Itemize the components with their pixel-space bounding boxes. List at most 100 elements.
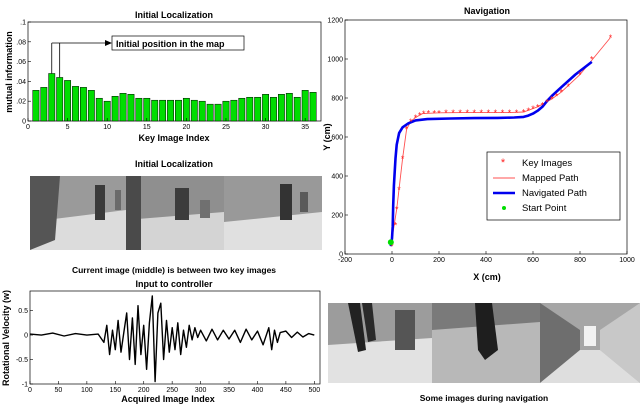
navigation-chart: Navigation ******* * * * * * * * * * * * * * * * * * * * * * *… bbox=[322, 6, 635, 282]
bar-30 bbox=[262, 94, 269, 122]
key-image-marker: * bbox=[590, 55, 594, 65]
bar-13 bbox=[127, 94, 135, 122]
y-tick-label: 0.5 bbox=[18, 308, 28, 315]
controller-ylabel: Rotational Velocity (w) bbox=[1, 290, 11, 386]
y-tick-label: 0 bbox=[22, 119, 26, 126]
navigation-chart-title: Navigation bbox=[464, 6, 510, 16]
bar-22 bbox=[198, 100, 206, 122]
key-image-marker: * bbox=[527, 106, 531, 116]
legend-key-images-label: Key Images bbox=[522, 158, 572, 169]
bar-16 bbox=[151, 99, 159, 122]
controller-plot-area bbox=[29, 290, 321, 385]
navigated-path-line bbox=[389, 60, 593, 247]
bar-9 bbox=[95, 97, 103, 122]
legend-navigated-label: Navigated Path bbox=[522, 188, 587, 199]
y-tick-label: 1200 bbox=[327, 18, 343, 25]
nav-image-1 bbox=[328, 303, 432, 383]
navigation-xlabel: X (cm) bbox=[473, 272, 501, 282]
bar-4 bbox=[56, 77, 64, 122]
x-tick-label: 30 bbox=[262, 124, 270, 131]
bar-31 bbox=[270, 96, 277, 122]
y-tick-label: .02 bbox=[16, 99, 26, 106]
key-image-marker: * bbox=[472, 108, 476, 118]
controller-series-line bbox=[29, 295, 315, 383]
key-image-marker: * bbox=[418, 111, 422, 121]
y-tick-label: -1 bbox=[22, 382, 28, 389]
navigation-legend: * Key Images Mapped Path Navigated Path … bbox=[486, 151, 621, 221]
bar-32 bbox=[277, 94, 285, 122]
nav-image-3 bbox=[540, 303, 640, 383]
key-image-marker: * bbox=[555, 92, 559, 102]
key-image-marker: * bbox=[414, 113, 418, 123]
key-image-marker: * bbox=[501, 108, 505, 118]
y-tick-label: 200 bbox=[331, 213, 343, 220]
bar-6 bbox=[72, 86, 79, 122]
navigation-image-strip bbox=[328, 303, 640, 383]
bar-7 bbox=[80, 87, 87, 122]
bar-21 bbox=[190, 99, 198, 122]
x-tick-label: 400 bbox=[252, 387, 264, 394]
key-image-marker: * bbox=[409, 117, 413, 127]
x-tick-label: 100 bbox=[81, 387, 93, 394]
x-tick-label: 0 bbox=[26, 124, 30, 131]
bar-23 bbox=[206, 103, 214, 122]
y-tick-label: .06 bbox=[16, 59, 26, 66]
controller-xlabel: Acquired Image Index bbox=[121, 394, 215, 404]
key-image-marker: * bbox=[397, 185, 401, 195]
annotation-arrowhead bbox=[105, 40, 112, 46]
bar-14 bbox=[135, 97, 143, 122]
localization-annotation: Initial position in the map bbox=[51, 35, 245, 78]
key-image-marker: * bbox=[578, 70, 582, 80]
navigation-ylabel: Y (cm) bbox=[322, 123, 332, 150]
legend-start-swatch bbox=[502, 206, 506, 210]
legend-key-images-marker: * bbox=[501, 157, 506, 169]
y-tick-label: .04 bbox=[16, 79, 26, 86]
key-image-marker: * bbox=[458, 108, 462, 118]
y-tick-label: -0.5 bbox=[16, 357, 28, 364]
x-tick-label: 35 bbox=[301, 124, 309, 131]
key-image-marker: * bbox=[465, 108, 469, 118]
x-tick-label: 5 bbox=[66, 124, 70, 131]
key-image-marker: * bbox=[487, 108, 491, 118]
key-image-right bbox=[224, 176, 322, 250]
bar-20 bbox=[182, 97, 190, 122]
controller-chart: Input to controller 0 50 100 150 200 250 300 35… bbox=[1, 279, 321, 404]
y-tick-label: 600 bbox=[331, 135, 343, 142]
x-tick-label: 600 bbox=[527, 257, 539, 264]
x-tick-label: 1000 bbox=[619, 257, 635, 264]
x-tick-label: 450 bbox=[280, 387, 292, 394]
y-tick-label: 800 bbox=[331, 96, 343, 103]
x-tick-label: 20 bbox=[182, 124, 190, 131]
key-image-marker: * bbox=[508, 108, 512, 118]
mapped-path-line bbox=[390, 37, 611, 247]
legend-start-label: Start Point bbox=[522, 203, 567, 214]
key-image-marker: * bbox=[390, 242, 394, 252]
y-tick-label: .08 bbox=[16, 39, 26, 46]
y-tick-label: .1 bbox=[20, 20, 26, 27]
x-tick-label: 300 bbox=[195, 387, 207, 394]
key-image-marker: * bbox=[515, 108, 519, 118]
key-image-marker: * bbox=[422, 109, 426, 119]
x-tick-label: 10 bbox=[103, 124, 111, 131]
x-tick-label: 25 bbox=[222, 124, 230, 131]
key-image-marker: * bbox=[550, 94, 554, 104]
localization-ylabel: mutual information bbox=[4, 31, 14, 113]
bar-24 bbox=[214, 103, 222, 122]
bar-15 bbox=[143, 97, 151, 122]
bar-1 bbox=[32, 90, 40, 122]
x-tick-label: -200 bbox=[338, 257, 352, 264]
key-image-marker: * bbox=[433, 109, 437, 119]
bar-34 bbox=[293, 96, 301, 122]
y-tick-label: 1000 bbox=[327, 57, 343, 64]
start-point-marker bbox=[387, 239, 394, 246]
key-image-marker: * bbox=[451, 108, 455, 118]
bar-17 bbox=[159, 99, 167, 122]
bar-28 bbox=[246, 96, 254, 122]
annotation-text: Initial position in the map bbox=[116, 39, 225, 49]
current-image-caption: Current image (middle) is between two ke… bbox=[72, 265, 276, 275]
key-image-marker: * bbox=[437, 108, 441, 118]
x-tick-label: 400 bbox=[480, 257, 492, 264]
legend-mapped-label: Mapped Path bbox=[522, 173, 579, 184]
controller-chart-title: Input to controller bbox=[136, 279, 213, 289]
